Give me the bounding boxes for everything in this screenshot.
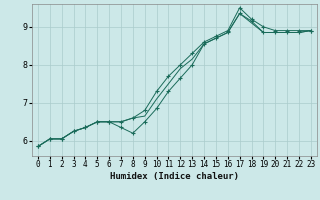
X-axis label: Humidex (Indice chaleur): Humidex (Indice chaleur) xyxy=(110,172,239,181)
